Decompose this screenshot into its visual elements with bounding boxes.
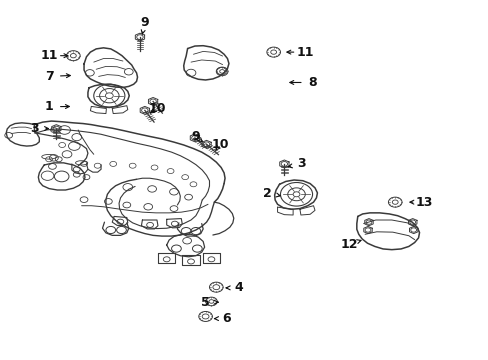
Text: 12: 12 — [340, 238, 357, 251]
Text: 6: 6 — [222, 312, 231, 325]
Text: 1: 1 — [44, 100, 53, 113]
Text: 2: 2 — [263, 187, 272, 200]
Text: 10: 10 — [148, 102, 165, 115]
Text: 11: 11 — [296, 46, 313, 59]
Text: 8: 8 — [307, 76, 316, 89]
Text: 3: 3 — [297, 157, 305, 170]
Text: 7: 7 — [44, 70, 53, 83]
Text: 11: 11 — [40, 49, 58, 62]
Text: 9: 9 — [140, 16, 149, 29]
Text: 10: 10 — [211, 139, 228, 152]
Text: 9: 9 — [191, 130, 200, 143]
Text: 4: 4 — [234, 282, 243, 294]
Text: 5: 5 — [201, 296, 209, 309]
Text: 3: 3 — [30, 122, 39, 135]
Text: 13: 13 — [415, 195, 432, 209]
